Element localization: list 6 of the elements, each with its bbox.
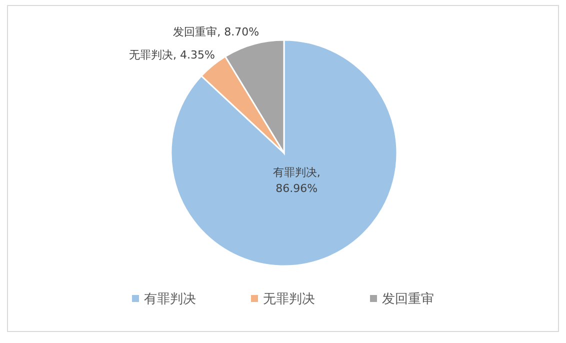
legend-label: 发回重审 (382, 291, 434, 307)
legend-label: 无罪判决 (263, 292, 315, 307)
data-label: 有罪判决, 86.96% (272, 166, 320, 196)
legend-label: 有罪判决 (144, 292, 196, 307)
data-label: 发回重审, 8.70% (173, 25, 260, 38)
data-label: 无罪判决, 4.35% (129, 48, 215, 62)
